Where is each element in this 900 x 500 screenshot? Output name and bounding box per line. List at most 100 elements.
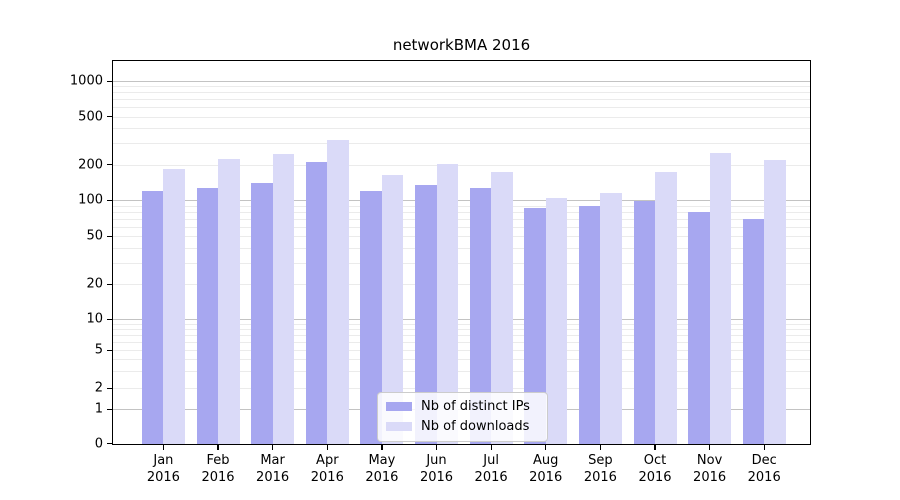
y-axis-tick bbox=[107, 80, 113, 82]
bar-downloads bbox=[272, 154, 295, 444]
x-axis-label-month: Dec bbox=[751, 453, 777, 468]
x-axis-label-month: Apr bbox=[316, 453, 339, 468]
minor-gridline bbox=[113, 226, 810, 228]
x-axis-tick bbox=[763, 444, 765, 450]
y-axis-tick-label: 20 bbox=[86, 276, 103, 292]
x-axis-label-year: 2016 bbox=[529, 470, 563, 485]
minor-gridline bbox=[113, 164, 810, 166]
y-axis-tick bbox=[107, 318, 113, 320]
y-axis-tick-label: 200 bbox=[78, 157, 103, 172]
bar-distinct-ips bbox=[524, 208, 546, 444]
x-axis-label: Aug 2016 bbox=[514, 452, 578, 486]
bar-downloads bbox=[327, 140, 349, 444]
bar-downloads bbox=[600, 192, 622, 444]
x-axis-label-year: 2016 bbox=[146, 470, 180, 485]
x-axis-label-month: Oct bbox=[643, 453, 667, 468]
y-axis-tick bbox=[107, 199, 113, 201]
y-axis-tick bbox=[107, 235, 113, 237]
x-axis-label-year: 2016 bbox=[365, 470, 399, 485]
minor-gridline bbox=[113, 284, 810, 285]
x-axis-label-month: Nov bbox=[696, 453, 723, 468]
minor-gridline bbox=[113, 128, 810, 130]
x-axis-label-year: 2016 bbox=[256, 470, 290, 485]
y-axis-tick-label: 0 bbox=[94, 436, 103, 451]
x-axis-tick bbox=[435, 444, 438, 450]
minor-gridline bbox=[113, 388, 810, 389]
legend-label-distinct-ips: Nb of distinct IPs bbox=[421, 399, 530, 414]
x-axis-label-month: Aug bbox=[532, 453, 559, 468]
bar-downloads bbox=[655, 171, 677, 444]
x-axis-label: Feb 2016 bbox=[186, 452, 250, 486]
legend-label-downloads: Nb of downloads bbox=[421, 419, 530, 434]
x-axis-label-month: Mar bbox=[260, 453, 285, 468]
x-axis-label-year: 2016 bbox=[201, 470, 235, 485]
bar-downloads bbox=[764, 160, 786, 444]
x-axis-tick bbox=[599, 444, 602, 450]
minor-gridline bbox=[113, 236, 810, 237]
x-axis-tick bbox=[162, 444, 165, 450]
x-axis-label-year: 2016 bbox=[583, 470, 617, 485]
y-axis-tick-label: 5 bbox=[94, 342, 103, 358]
bar-distinct-ips bbox=[633, 200, 655, 444]
x-axis-label-year: 2016 bbox=[693, 470, 727, 485]
minor-gridline bbox=[113, 86, 810, 88]
x-axis-label-month: Sep bbox=[588, 453, 613, 468]
major-gridline bbox=[113, 81, 810, 82]
y-axis-tick bbox=[107, 283, 113, 285]
bar-distinct-ips bbox=[578, 206, 601, 444]
bar-distinct-ips bbox=[688, 212, 710, 444]
minor-gridline bbox=[113, 335, 810, 336]
y-axis-tick-label: 50 bbox=[86, 228, 103, 244]
x-axis-label-year: 2016 bbox=[638, 470, 672, 485]
x-axis-tick bbox=[490, 444, 492, 450]
y-axis-tick-label: 1000 bbox=[69, 73, 103, 89]
x-axis-label: Jan 2016 bbox=[131, 452, 195, 486]
x-axis-label-month: May bbox=[368, 453, 396, 468]
legend: Nb of distinct IPs Nb of downloads bbox=[377, 392, 548, 442]
minor-gridline bbox=[113, 218, 810, 220]
bar-downloads bbox=[491, 171, 513, 444]
x-axis-label-month: Jan bbox=[153, 453, 174, 468]
x-axis-label-month: Jun bbox=[426, 453, 447, 468]
x-axis-tick bbox=[381, 444, 383, 450]
x-axis-tick bbox=[217, 444, 219, 450]
y-axis-tick-label: 2 bbox=[94, 380, 103, 396]
minor-gridline bbox=[113, 329, 810, 330]
minor-gridline bbox=[113, 205, 810, 207]
y-axis-tick bbox=[107, 349, 113, 351]
plot-area: Nb of distinct IPs Nb of downloads 0 1 2 5 1… bbox=[70, 61, 810, 485]
x-axis-label: Nov 2016 bbox=[678, 452, 742, 486]
y-axis-tick bbox=[107, 164, 113, 166]
x-axis-tick bbox=[272, 444, 274, 450]
y-axis-tick bbox=[107, 116, 113, 118]
bar-distinct-ips bbox=[742, 219, 765, 444]
x-axis-label: Apr 2016 bbox=[295, 452, 359, 486]
minor-gridline bbox=[113, 143, 810, 145]
bar-distinct-ips bbox=[251, 183, 273, 444]
x-axis-label: Dec 2016 bbox=[732, 452, 796, 486]
bar-downloads bbox=[545, 197, 568, 444]
y-axis-tick-label: 10 bbox=[86, 311, 103, 327]
y-axis-tick-label: 500 bbox=[78, 109, 103, 124]
minor-gridline bbox=[113, 247, 810, 249]
x-axis-label: May 2016 bbox=[350, 452, 414, 486]
bar-distinct-ips bbox=[141, 191, 164, 444]
minor-gridline bbox=[113, 99, 810, 101]
bar-distinct-ips bbox=[196, 188, 218, 444]
minor-gridline bbox=[113, 323, 810, 325]
x-axis-label: Mar 2016 bbox=[241, 452, 305, 486]
x-axis-label-year: 2016 bbox=[474, 470, 508, 485]
minor-gridline bbox=[113, 116, 810, 118]
x-axis-label-year: 2016 bbox=[419, 470, 454, 485]
x-axis-label-month: Feb bbox=[206, 453, 230, 468]
bar-distinct-ips bbox=[469, 187, 492, 444]
major-gridline bbox=[113, 200, 810, 201]
bar-downloads bbox=[436, 163, 458, 444]
chart-title: networkBMA 2016 bbox=[392, 36, 531, 54]
minor-gridline bbox=[113, 350, 810, 351]
y-axis-tick-label: 1 bbox=[94, 401, 103, 417]
bar-downloads bbox=[163, 169, 185, 444]
x-axis-label-year: 2016 bbox=[747, 470, 781, 485]
minor-gridline bbox=[113, 359, 810, 361]
bar-downloads bbox=[709, 153, 732, 444]
